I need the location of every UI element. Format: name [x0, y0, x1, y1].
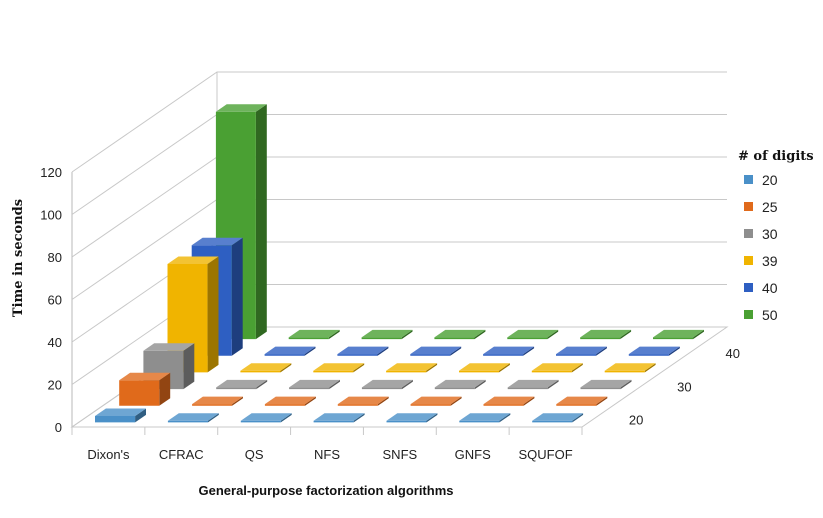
legend-label: 39 [762, 253, 778, 269]
bar [628, 346, 680, 356]
bar [386, 413, 438, 423]
x-tick-label: SQUFOF [518, 447, 572, 462]
depth-tick-label: 20 [629, 413, 643, 428]
bar [337, 346, 389, 356]
y-tick-label: 40 [48, 335, 62, 350]
y-tick-label: 120 [40, 165, 62, 180]
bar [264, 396, 316, 406]
x-tick-label: QS [245, 447, 264, 462]
bar [556, 346, 607, 356]
y-axis-title: Time in seconds [11, 199, 26, 317]
depth-tick-label: 40 [726, 346, 740, 361]
bar [580, 329, 632, 340]
bar [216, 379, 268, 390]
gridline [71, 71, 727, 173]
legend-label: 30 [762, 226, 778, 242]
legend-swatch [744, 202, 753, 211]
bar [580, 379, 632, 390]
y-tick-label: 100 [40, 208, 62, 223]
x-tick-label: CFRAC [159, 447, 204, 462]
bar [288, 329, 340, 340]
legend-swatch [744, 229, 753, 238]
bar [434, 379, 486, 390]
bar [531, 363, 583, 373]
x-tick-label: GNFS [455, 447, 491, 462]
legend-swatch [744, 310, 753, 319]
legend-swatch [744, 256, 753, 265]
bar [95, 408, 146, 423]
legend: # of digits 20 25 30 39 40 50 [738, 149, 814, 323]
x-tick-label: Dixon's [87, 447, 130, 462]
bar [119, 372, 171, 406]
bar [483, 396, 535, 406]
bar [507, 329, 559, 340]
x-tick-label: SNFS [383, 447, 418, 462]
bar [556, 396, 608, 406]
depth-tick-label: 30 [677, 379, 691, 394]
legend-label: 25 [762, 199, 778, 215]
bar [361, 329, 413, 340]
legend-title: # of digits [738, 149, 814, 164]
bar [459, 413, 511, 423]
y-tick-label: 20 [48, 378, 62, 393]
bar [483, 346, 535, 356]
bar [459, 363, 510, 373]
y-tick-label: 0 [55, 420, 62, 435]
bar [240, 363, 292, 373]
legend-label: 50 [762, 307, 778, 323]
x-tick-label: NFS [314, 447, 340, 462]
chart-bars [95, 104, 704, 423]
bar [167, 413, 219, 423]
bar [507, 379, 559, 390]
bar [604, 363, 656, 373]
bar [289, 379, 340, 390]
x-axis-title: General-purpose factorization algorithms [199, 483, 454, 498]
bar [410, 396, 462, 406]
bar [386, 363, 438, 373]
bar [337, 396, 389, 406]
bar [240, 413, 292, 423]
bar [313, 363, 365, 373]
legend-swatch [744, 283, 753, 292]
bar [653, 329, 704, 340]
axis-labels: Time in seconds General-purpose factoriz… [11, 165, 740, 498]
bar [143, 343, 195, 390]
bar [434, 329, 486, 340]
y-tick-label: 80 [48, 250, 62, 265]
legend-label: 40 [762, 280, 778, 296]
bar [361, 379, 413, 390]
bar [532, 413, 584, 423]
legend-label: 20 [762, 172, 778, 188]
bar [264, 346, 316, 356]
bar [313, 413, 365, 423]
y-tick-label: 60 [48, 293, 62, 308]
legend-swatch [744, 175, 753, 184]
bar [410, 346, 462, 356]
bar [192, 396, 243, 406]
